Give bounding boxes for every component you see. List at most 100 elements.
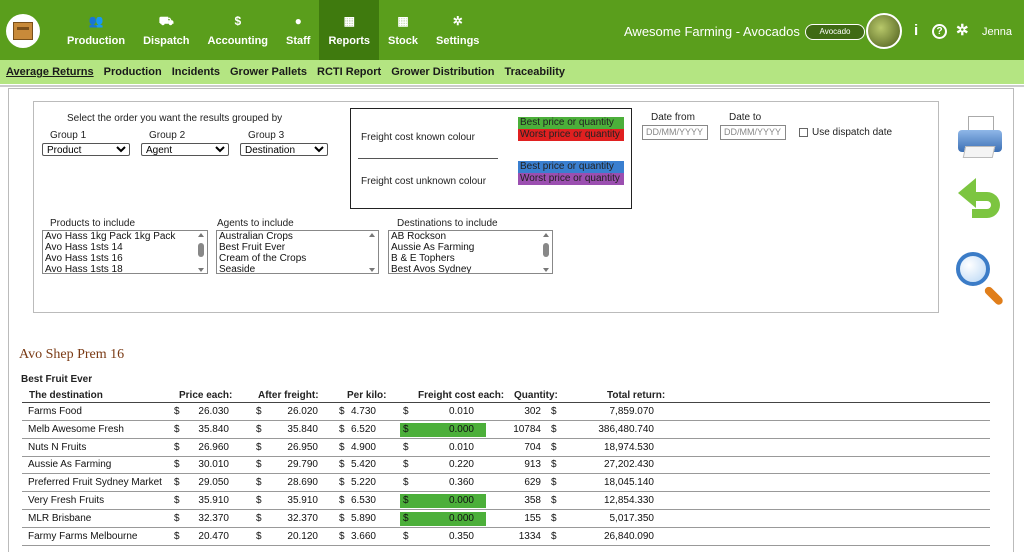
products-option[interactable]: Avo Hass 1sts 16 bbox=[45, 253, 123, 264]
cell-destination: Melb Awesome Fresh bbox=[28, 424, 124, 435]
agents-option[interactable]: Seaside bbox=[219, 264, 256, 274]
freight-colour-legend bbox=[350, 108, 632, 209]
row-rule bbox=[22, 545, 990, 546]
agents-option[interactable]: Australian Crops bbox=[219, 231, 293, 242]
cell-after: 32.370 bbox=[287, 513, 318, 524]
subnav-average-returns[interactable]: Average Returns bbox=[6, 66, 94, 78]
subnav-grower-pallets[interactable]: Grower Pallets bbox=[229, 66, 308, 78]
back-arrow-icon[interactable] bbox=[958, 176, 1004, 226]
date-from-input[interactable]: DD/MM/YYYY bbox=[642, 125, 708, 140]
subnav-incidents[interactable]: Incidents bbox=[171, 66, 220, 78]
cell-qty: 10784 bbox=[513, 424, 541, 435]
crop-avatar[interactable] bbox=[866, 13, 902, 49]
currency-sign: $ bbox=[339, 495, 345, 506]
cell-total: 5,017.350 bbox=[609, 513, 655, 524]
col-quantity: Quantity: bbox=[514, 390, 558, 401]
destinations-listbox[interactable]: AB Rockson Aussie As Farming B & E Tophers… bbox=[388, 230, 553, 274]
cell-kilo: 4.900 bbox=[350, 442, 376, 453]
cell-price: 20.470 bbox=[198, 531, 229, 542]
reports-subnav: Average Returns Production Incidents Grower… bbox=[0, 60, 1024, 84]
products-option[interactable]: Avo Hass 1sts 18 bbox=[45, 264, 123, 274]
cell-destination: MLR Brisbane bbox=[28, 513, 92, 524]
cell-price: 35.840 bbox=[198, 424, 229, 435]
currency-sign: $ bbox=[339, 477, 345, 488]
nav-staff[interactable]: ● Staff bbox=[277, 0, 319, 60]
cell-price: 30.010 bbox=[198, 459, 229, 470]
group2-select[interactable]: Agent bbox=[141, 143, 229, 156]
subnav-rcti-report[interactable]: RCTI Report bbox=[317, 66, 382, 78]
agents-option[interactable]: Best Fruit Ever bbox=[219, 242, 286, 253]
best-unknown-swatch: Best price or quantity bbox=[518, 161, 624, 173]
currency-sign: $ bbox=[339, 531, 345, 542]
cell-after: 28.690 bbox=[287, 477, 318, 488]
user-name[interactable]: Jenna bbox=[982, 26, 1012, 38]
grid-icon: ▦ bbox=[397, 13, 409, 28]
destinations-option[interactable]: B & E Tophers bbox=[391, 253, 455, 264]
currency-sign: $ bbox=[256, 459, 262, 470]
app-logo[interactable] bbox=[6, 14, 40, 48]
nav-production[interactable]: 👥 Production bbox=[58, 0, 134, 60]
currency-sign: $ bbox=[174, 495, 180, 506]
users-icon: 👥 bbox=[88, 13, 104, 28]
search-magnifier-icon[interactable] bbox=[954, 250, 1010, 307]
cell-after: 26.950 bbox=[287, 442, 318, 453]
destinations-option[interactable]: Aussie As Farming bbox=[391, 242, 475, 253]
currency-sign: $ bbox=[256, 513, 262, 524]
crop-selector[interactable]: Avocado bbox=[805, 24, 865, 40]
cell-total: 12,854.330 bbox=[603, 495, 654, 506]
currency-sign: $ bbox=[403, 442, 409, 453]
products-listbox[interactable]: Avo Hass 1kg Pack 1kg Pack Avo Hass 1sts … bbox=[42, 230, 208, 274]
settings-gear-icon[interactable]: ✲ bbox=[956, 22, 969, 39]
cell-qty: 704 bbox=[524, 442, 541, 453]
report-frame bbox=[8, 88, 1014, 552]
currency-sign: $ bbox=[174, 424, 180, 435]
best-freight-highlight bbox=[400, 512, 486, 526]
currency-sign: $ bbox=[551, 424, 557, 435]
nav-reports[interactable]: ▦ Reports bbox=[319, 0, 380, 60]
currency-sign: $ bbox=[339, 459, 345, 470]
nav-label: Production bbox=[67, 34, 126, 47]
row-rule bbox=[22, 438, 990, 439]
cell-qty: 1334 bbox=[518, 531, 541, 542]
nav-accounting[interactable]: $ Accounting bbox=[199, 0, 278, 60]
cell-freight: 0.000 bbox=[448, 513, 474, 524]
subnav-grower-distribution[interactable]: Grower Distribution bbox=[391, 66, 495, 78]
printer-icon[interactable] bbox=[956, 112, 1006, 160]
legend-divider bbox=[358, 158, 498, 159]
group3-select[interactable]: Destination bbox=[240, 143, 328, 156]
products-option[interactable]: Avo Hass 1kg Pack 1kg Pack bbox=[45, 231, 176, 242]
cell-freight: 0.010 bbox=[448, 442, 474, 453]
subnav-traceability[interactable]: Traceability bbox=[504, 66, 566, 78]
use-dispatch-checkbox[interactable] bbox=[799, 128, 808, 137]
agents-scrollbar[interactable] bbox=[367, 232, 377, 272]
help-icon[interactable]: ? bbox=[932, 24, 947, 39]
nav-label: Settings bbox=[436, 34, 480, 47]
cell-after: 35.910 bbox=[287, 495, 318, 506]
currency-sign: $ bbox=[551, 442, 557, 453]
destinations-scrollbar[interactable] bbox=[541, 232, 551, 272]
currency-sign: $ bbox=[174, 477, 180, 488]
nav-stock[interactable]: ▦ Stock bbox=[379, 0, 427, 60]
top-bar: 👥 Production ⛟ Dispatch $ Accounting ● Staff ▦ Re… bbox=[0, 0, 1024, 60]
products-scrollbar[interactable] bbox=[196, 232, 206, 272]
destinations-option[interactable]: AB Rockson bbox=[391, 231, 447, 242]
worst-known-swatch: Worst price or quantity bbox=[518, 129, 624, 141]
info-icon[interactable]: i bbox=[914, 22, 919, 39]
cell-price: 35.910 bbox=[198, 495, 229, 506]
destinations-option[interactable]: Best Avos Sydney bbox=[391, 264, 472, 274]
header-rule bbox=[22, 402, 990, 403]
group1-select[interactable]: Product bbox=[42, 143, 130, 156]
nav-dispatch[interactable]: ⛟ Dispatch bbox=[134, 0, 198, 60]
agents-listbox[interactable]: Australian Crops Best Fruit Ever Cream of … bbox=[216, 230, 379, 274]
agents-option[interactable]: Cream of the Crops bbox=[219, 253, 307, 264]
nav-settings[interactable]: ✲ Settings bbox=[427, 0, 488, 60]
currency-sign: $ bbox=[403, 513, 409, 524]
subnav-production[interactable]: Production bbox=[103, 66, 162, 78]
row-rule bbox=[22, 420, 990, 421]
date-to-input[interactable]: DD/MM/YYYY bbox=[720, 125, 786, 140]
cell-freight: 0.010 bbox=[448, 406, 474, 417]
products-option[interactable]: Avo Hass 1sts 14 bbox=[45, 242, 123, 253]
currency-sign: $ bbox=[339, 513, 345, 524]
group1-label: Group 1 bbox=[50, 130, 87, 141]
user-icon: ● bbox=[294, 13, 302, 28]
